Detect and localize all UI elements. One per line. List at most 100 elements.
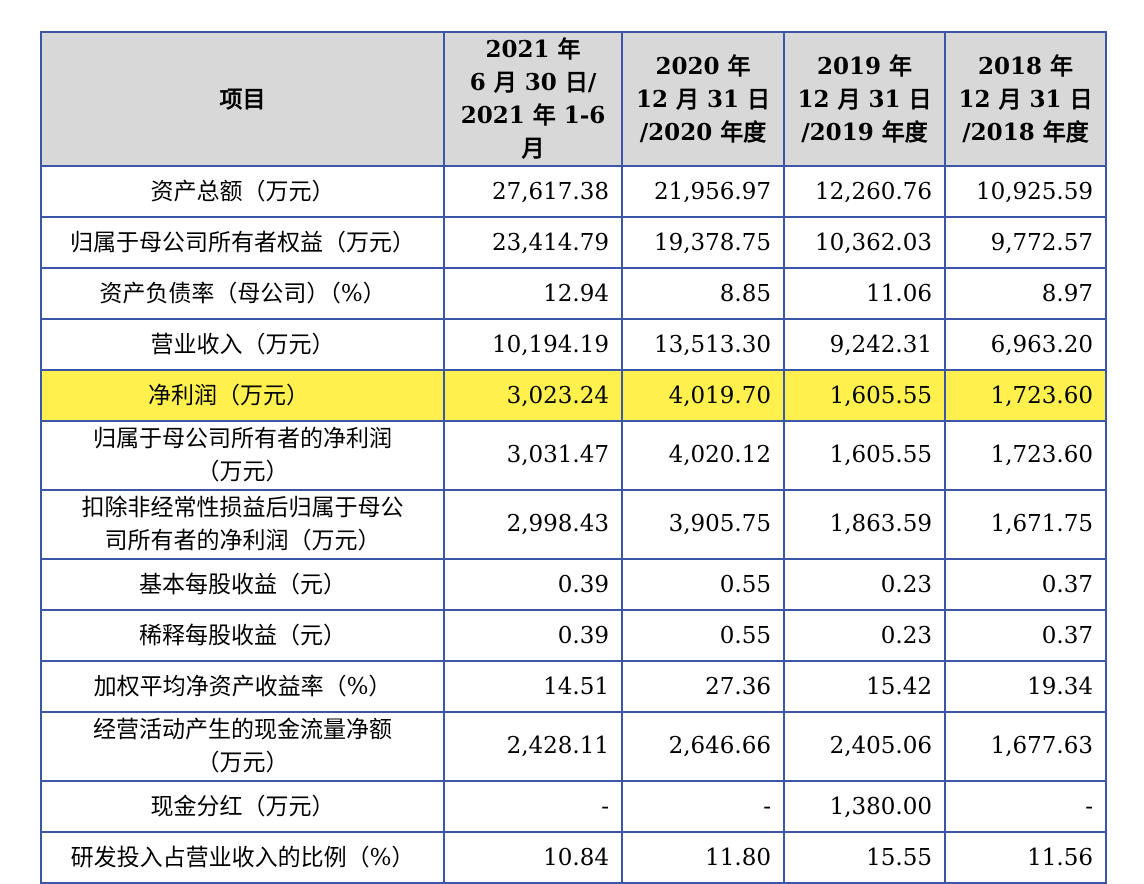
cell-value: 10,362.03 (783, 216, 946, 269)
cell-value: 9,772.57 (944, 216, 1107, 269)
row-label-line: 研发投入占营业收入的比例（%） (70, 844, 415, 871)
row-label-line: 经营活动产生的现金流量净额 (93, 716, 392, 743)
financial-summary-table: 项目 2021 年 6 月 30 日/2021 年 1-6 月 2020 年 12 月 … (40, 31, 1107, 884)
table-row: 加权平均净资产收益率（%） 14.51 27.36 15.42 19.34 (40, 660, 1107, 713)
header-line: /2018 年度 (962, 118, 1089, 146)
cell-value: 19.34 (944, 660, 1107, 713)
cell-value: 13,513.30 (621, 318, 785, 371)
cell-value: 2,428.11 (443, 711, 623, 782)
row-label-line: 营业收入（万元） (150, 331, 335, 358)
header-line: 2018 年 (977, 52, 1074, 80)
header-line: 2019 年 (816, 52, 913, 80)
header-line: 2020 年 (655, 52, 751, 80)
cell-value: 1,605.55 (783, 369, 946, 422)
row-label: 归属于母公司所有者权益（万元） (40, 216, 445, 269)
table-row: 净利润（万元） 3,023.24 4,019.70 1,605.55 1,723.60 (40, 369, 1107, 422)
table-row: 扣除非经常性损益后归属于母公 司所有者的净利润（万元） 2,998.43 3,905.… (40, 489, 1107, 560)
cell-value: 0.23 (783, 558, 946, 611)
table-body: 资产总额（万元） 27,617.38 21,956.97 12,260.76 10,92… (40, 165, 1107, 884)
cell-value: 1,723.60 (944, 369, 1107, 422)
cell-value: 12.94 (443, 267, 623, 320)
cell-value: 10,194.19 (443, 318, 623, 371)
table-row: 资产负债率（母公司）（%） 12.94 8.85 11.06 8.97 (40, 267, 1107, 320)
row-label-line: 扣除非经常性损益后归属于母公 (81, 494, 404, 521)
header-line: 项目 (219, 85, 266, 113)
row-label: 扣除非经常性损益后归属于母公 司所有者的净利润（万元） (40, 489, 445, 560)
cell-value: 14.51 (443, 660, 623, 713)
header-line: 12 月 31 日 (797, 85, 932, 113)
row-label-line: （万元） (196, 749, 289, 776)
cell-value: 0.55 (621, 609, 785, 662)
cell-value: 11.06 (783, 267, 946, 320)
cell-value: 15.42 (783, 660, 946, 713)
cell-value: 0.37 (944, 609, 1107, 662)
cell-value: 1,671.75 (944, 489, 1107, 560)
row-label: 稀释每股收益（元） (40, 609, 445, 662)
cell-value: 2,646.66 (621, 711, 785, 782)
cell-value: 3,023.24 (443, 369, 623, 422)
cell-value: - (944, 780, 1107, 833)
cell-value: 2,998.43 (443, 489, 623, 560)
cell-value: 8.97 (944, 267, 1107, 320)
cell-value: 1,863.59 (783, 489, 946, 560)
table-row: 研发投入占营业收入的比例（%） 10.84 11.80 15.55 11.56 (40, 831, 1107, 884)
row-label: 资产负债率（母公司）（%） (40, 267, 445, 320)
row-label-line: 稀释每股收益（元） (139, 622, 346, 649)
row-label: 加权平均净资产收益率（%） (40, 660, 445, 713)
row-label-line: 归属于母公司所有者的净利润 (93, 425, 392, 452)
cell-value: 23,414.79 (443, 216, 623, 269)
cell-value: 9,242.31 (783, 318, 946, 371)
row-label-line: 加权平均净资产收益率（%） (93, 673, 392, 700)
cell-value: 3,905.75 (621, 489, 785, 560)
row-label: 资产总额（万元） (40, 165, 445, 218)
row-label: 经营活动产生的现金流量净额 （万元） (40, 711, 445, 782)
cell-value: 1,723.60 (944, 420, 1107, 491)
cell-value: 6,963.20 (944, 318, 1107, 371)
row-label: 归属于母公司所有者的净利润 （万元） (40, 420, 445, 491)
cell-value: 1,677.63 (944, 711, 1107, 782)
cell-value: 11.56 (944, 831, 1107, 884)
header-line: 2021 年 1-6 月 (460, 102, 606, 162)
row-label-line: （万元） (196, 458, 289, 485)
row-label: 基本每股收益（元） (40, 558, 445, 611)
row-label-line: 净利润（万元） (146, 382, 311, 409)
row-label: 净利润（万元） (40, 369, 445, 422)
cell-value: 12,260.76 (783, 165, 946, 218)
cell-value: 21,956.97 (621, 165, 785, 218)
cell-value: 0.23 (783, 609, 946, 662)
cell-value: 11.80 (621, 831, 785, 884)
cell-value: 27,617.38 (443, 165, 623, 218)
row-label: 研发投入占营业收入的比例（%） (40, 831, 445, 884)
cell-value: 1,380.00 (783, 780, 946, 833)
header-item: 项目 (40, 31, 445, 167)
header-period-2: 2020 年 12 月 31 日/2020 年度 (621, 31, 785, 167)
cell-value: 3,031.47 (443, 420, 623, 491)
table-row: 归属于母公司所有者的净利润 （万元） 3,031.47 4,020.12 1,605.5… (40, 420, 1107, 491)
cell-value: 19,378.75 (621, 216, 785, 269)
row-label: 营业收入（万元） (40, 318, 445, 371)
header-line: /2020 年度 (639, 118, 767, 146)
table-row: 营业收入（万元） 10,194.19 13,513.30 9,242.31 6,963.… (40, 318, 1107, 371)
cell-value: 27.36 (621, 660, 785, 713)
header-line: 2021 年 (485, 36, 581, 63)
cell-value: 15.55 (783, 831, 946, 884)
row-label-line: 归属于母公司所有者权益（万元） (70, 229, 415, 256)
header-line: 6 月 30 日/ (469, 69, 597, 96)
table-row: 稀释每股收益（元） 0.39 0.55 0.23 0.37 (40, 609, 1107, 662)
header-period-1: 2021 年 6 月 30 日/2021 年 1-6 月 (443, 31, 623, 167)
row-label: 现金分红（万元） (40, 780, 445, 833)
cell-value: - (443, 780, 623, 833)
row-label-line: 资产负债率（母公司）（%） (99, 280, 386, 307)
table-row: 资产总额（万元） 27,617.38 21,956.97 12,260.76 10,92… (40, 165, 1107, 218)
header-line: /2019 年度 (801, 118, 928, 146)
row-label-line: 资产总额（万元） (150, 178, 335, 205)
cell-value: - (621, 780, 785, 833)
header-line: 12 月 31 日 (958, 85, 1093, 113)
table-row: 现金分红（万元） - -1,380.00- (40, 780, 1107, 833)
row-label-line: 司所有者的净利润（万元） (104, 527, 381, 554)
cell-value: 8.85 (621, 267, 785, 320)
row-label-line: 基本每股收益（元） (139, 571, 346, 598)
row-label-line: 现金分红（万元） (150, 793, 335, 820)
cell-value: 4,020.12 (621, 420, 785, 491)
table-row: 归属于母公司所有者权益（万元） 23,414.79 19,378.75 10,362.… (40, 216, 1107, 269)
